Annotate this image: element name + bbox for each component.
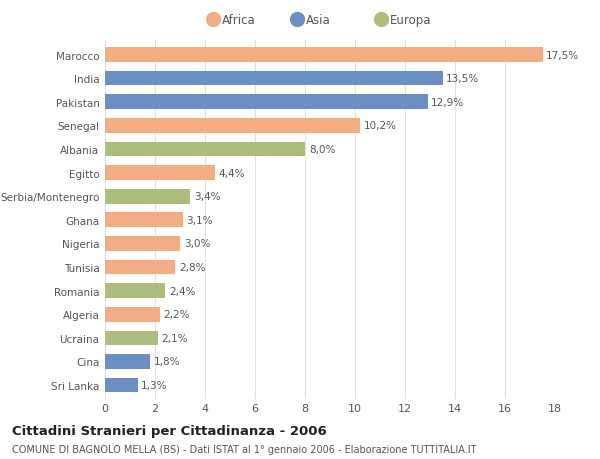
Bar <box>105 378 137 392</box>
Bar <box>105 236 180 251</box>
Text: 8,0%: 8,0% <box>309 145 335 155</box>
Text: Europa: Europa <box>390 14 431 27</box>
Bar <box>105 331 157 345</box>
Text: COMUNE DI BAGNOLO MELLA (BS) - Dati ISTAT al 1° gennaio 2006 - Elaborazione TUTT: COMUNE DI BAGNOLO MELLA (BS) - Dati ISTA… <box>12 444 476 454</box>
Bar <box>105 142 305 157</box>
Text: 12,9%: 12,9% <box>431 98 464 107</box>
Text: 10,2%: 10,2% <box>364 121 397 131</box>
Text: 1,3%: 1,3% <box>141 380 168 390</box>
Text: 17,5%: 17,5% <box>546 50 580 61</box>
Text: Asia: Asia <box>306 14 331 27</box>
Text: Africa: Africa <box>222 14 256 27</box>
Bar <box>105 166 215 180</box>
Bar <box>105 284 165 298</box>
Text: 3,1%: 3,1% <box>186 215 213 225</box>
Text: 3,0%: 3,0% <box>184 239 210 249</box>
Text: 1,8%: 1,8% <box>154 357 180 367</box>
Text: 4,4%: 4,4% <box>219 168 245 178</box>
Bar <box>105 307 160 322</box>
Bar <box>105 213 182 228</box>
Text: 2,4%: 2,4% <box>169 286 195 296</box>
Text: 13,5%: 13,5% <box>446 74 479 84</box>
Text: 2,1%: 2,1% <box>161 333 188 343</box>
Bar <box>105 190 190 204</box>
Text: 2,2%: 2,2% <box>164 309 190 319</box>
Bar <box>105 72 443 86</box>
Bar <box>105 260 175 275</box>
Text: 3,4%: 3,4% <box>194 192 220 202</box>
Bar <box>105 119 360 134</box>
Text: Cittadini Stranieri per Cittadinanza - 2006: Cittadini Stranieri per Cittadinanza - 2… <box>12 425 327 437</box>
Bar <box>105 48 542 63</box>
Bar <box>105 354 150 369</box>
Text: 2,8%: 2,8% <box>179 263 205 273</box>
Bar <box>105 95 427 110</box>
